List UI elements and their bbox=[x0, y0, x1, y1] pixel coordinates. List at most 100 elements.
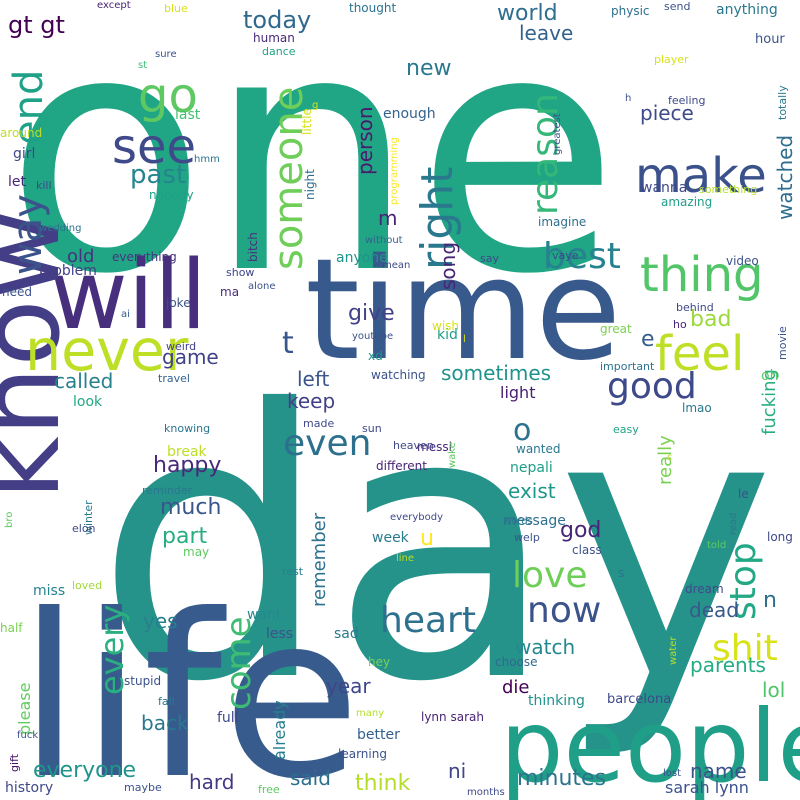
word-world: world bbox=[497, 1, 558, 26]
word-nepali: nepali bbox=[510, 460, 553, 476]
word-much: much bbox=[160, 495, 221, 520]
word-joke: joke bbox=[165, 296, 191, 310]
word-send: send bbox=[664, 0, 690, 13]
word-anyone: anyone bbox=[336, 250, 388, 266]
word-stop: stop bbox=[723, 542, 764, 620]
word-way: way bbox=[5, 194, 51, 275]
word-happy: happy bbox=[153, 453, 221, 478]
word-lynn-sarah: lynn sarah bbox=[421, 710, 484, 724]
word-c: c bbox=[667, 452, 673, 463]
word-imagine: imagine bbox=[538, 215, 586, 229]
word-hour: hour bbox=[755, 32, 785, 47]
word-wish: wish bbox=[432, 319, 459, 333]
word-reason: reason bbox=[525, 93, 566, 215]
word-feeling: feeling bbox=[668, 94, 705, 107]
word-reminder: reminder bbox=[142, 484, 193, 497]
word-go: go bbox=[138, 68, 198, 124]
word-fuck: fuck bbox=[17, 730, 38, 741]
word-different: different bbox=[376, 459, 427, 473]
word-half: half bbox=[0, 621, 23, 635]
word-learning: learning bbox=[338, 747, 387, 761]
word-dead: dead bbox=[689, 598, 739, 622]
word-many: many bbox=[356, 708, 384, 719]
word-good: good bbox=[607, 366, 697, 407]
word-part: part bbox=[162, 524, 207, 549]
word-t: t bbox=[282, 326, 294, 361]
word-kill: kill bbox=[36, 179, 52, 192]
word-make: make bbox=[635, 148, 767, 204]
word-line: line bbox=[396, 553, 414, 564]
word-knowing: knowing bbox=[164, 422, 210, 435]
word-thinking: thinking bbox=[528, 693, 585, 709]
word-break: break bbox=[167, 444, 208, 460]
word-less: less bbox=[266, 626, 293, 642]
word-maybe: maybe bbox=[124, 781, 162, 794]
word-physic: physic bbox=[611, 4, 650, 18]
word-heart: heart bbox=[380, 600, 476, 641]
word-end: end bbox=[6, 70, 52, 145]
word-u: u bbox=[420, 526, 434, 551]
word-kid: kid bbox=[437, 327, 458, 343]
word-watching: watching bbox=[371, 368, 426, 382]
word-wanted: wanted bbox=[516, 442, 560, 456]
word-need: need bbox=[2, 285, 32, 299]
word-words: words bbox=[503, 516, 533, 527]
word-made: made bbox=[303, 417, 334, 430]
word-message: message bbox=[503, 513, 566, 529]
word-class: class bbox=[572, 543, 602, 557]
word-amazing: amazing bbox=[661, 195, 712, 209]
word-e: e bbox=[641, 327, 655, 352]
word-problem: problem bbox=[39, 263, 97, 279]
word-yes: yes bbox=[143, 609, 178, 633]
word-right: right bbox=[412, 167, 463, 270]
word-left: left bbox=[297, 367, 330, 391]
word-want: want bbox=[247, 607, 282, 623]
word-easy: easy bbox=[613, 423, 639, 436]
word-day: day bbox=[95, 333, 776, 763]
word-messi: messi bbox=[417, 440, 452, 454]
word-everything: everything bbox=[112, 250, 177, 264]
word-girl: girl bbox=[13, 146, 35, 162]
word-sun: sun bbox=[362, 422, 382, 435]
word-see: see bbox=[112, 119, 196, 175]
word-back: back bbox=[141, 711, 189, 735]
word-winter: winter bbox=[82, 500, 95, 535]
word-even: even bbox=[283, 423, 371, 464]
word-really: really bbox=[655, 435, 676, 485]
word-welp: welp bbox=[514, 531, 540, 544]
word-stupid: stupid bbox=[124, 674, 161, 688]
word-full: full bbox=[217, 710, 239, 726]
word-except: except bbox=[97, 0, 131, 11]
word-gift: gift bbox=[8, 753, 21, 772]
word-old: old bbox=[67, 246, 94, 267]
word-months: months bbox=[467, 787, 505, 798]
word-sure: sure bbox=[155, 49, 177, 60]
word-shit: shit bbox=[712, 628, 778, 669]
word-h: h bbox=[625, 93, 631, 104]
word-mean: mean bbox=[382, 260, 410, 271]
word-give: give bbox=[348, 301, 395, 326]
word-lost: lost bbox=[663, 768, 681, 779]
word-video: video bbox=[726, 254, 759, 268]
word-blue: blue bbox=[164, 2, 188, 15]
word-sometimes: sometimes bbox=[441, 361, 551, 385]
word-xd: xd bbox=[368, 349, 383, 363]
word-please: please bbox=[15, 683, 34, 735]
word-dream: dream bbox=[685, 582, 724, 596]
word-song: song bbox=[436, 242, 460, 290]
word-already: already bbox=[270, 700, 289, 760]
word-around: around bbox=[0, 126, 42, 140]
word-remember: remember bbox=[309, 512, 330, 607]
word-exist: exist bbox=[508, 479, 556, 503]
word-hey: hey bbox=[368, 655, 390, 669]
word-without: without bbox=[365, 235, 403, 246]
word-time: time bbox=[305, 229, 621, 392]
word-youtube: youtube bbox=[352, 331, 393, 342]
word-travel: travel bbox=[158, 372, 190, 385]
word-light: light bbox=[500, 383, 535, 402]
word-rest: rest bbox=[282, 565, 304, 578]
word-everyone: everyone bbox=[33, 758, 136, 783]
word-bitch: bitch bbox=[246, 232, 260, 262]
word-fall: fall bbox=[158, 695, 175, 708]
